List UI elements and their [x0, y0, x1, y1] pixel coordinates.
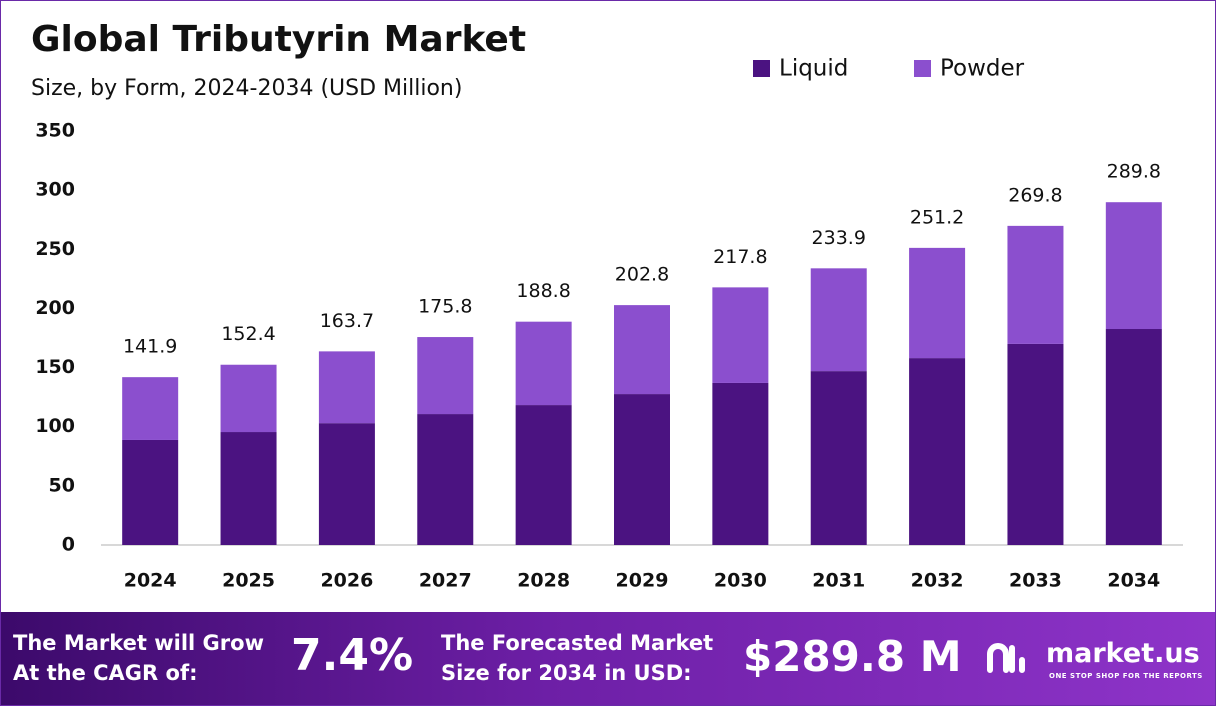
- total-label: 175.8: [418, 296, 472, 318]
- tagline: ONE STOP SHOP FOR THE REPORTS: [1049, 672, 1203, 680]
- total-label: 251.2: [910, 206, 964, 228]
- x-tick-label: 2034: [1107, 570, 1160, 592]
- total-label: 152.4: [221, 323, 275, 345]
- bar-segment: [712, 382, 769, 545]
- total-label: 269.8: [1008, 184, 1062, 206]
- forecast-value: $289.8 M: [743, 632, 962, 681]
- bar-segment: [909, 247, 966, 359]
- y-tick-label: 300: [35, 179, 75, 201]
- bar-segment: [810, 371, 867, 545]
- bar-segment: [1007, 343, 1064, 545]
- legend-label: Powder: [940, 56, 1025, 82]
- x-tick-label: 2031: [812, 570, 865, 592]
- bar-segment: [909, 358, 966, 545]
- total-label: 188.8: [516, 280, 570, 302]
- bar-segment: [810, 268, 867, 372]
- bar-segment: [417, 414, 474, 545]
- bar-segment: [614, 305, 670, 395]
- bar-segment: [122, 439, 179, 545]
- total-label: 289.8: [1107, 161, 1161, 183]
- y-tick-label: 100: [35, 415, 75, 437]
- cagr-text: The Market will Grow At the CAGR of:: [13, 631, 264, 685]
- bar-segment: [220, 432, 277, 545]
- bar-segment: [220, 364, 277, 433]
- x-tick-label: 2026: [320, 570, 373, 592]
- y-tick-label: 50: [49, 474, 75, 496]
- chart-title: Global Tributyrin Market: [31, 19, 526, 60]
- x-tick-label: 2032: [911, 570, 964, 592]
- bar-segment: [614, 394, 670, 545]
- bar-segment: [515, 321, 572, 406]
- y-tick-label: 350: [35, 120, 75, 142]
- x-tick-label: 2027: [419, 570, 472, 592]
- legend-label: Liquid: [779, 56, 848, 82]
- brand: market.us: [1046, 638, 1200, 669]
- bar-segment: [417, 337, 474, 415]
- bar-segment: [1105, 202, 1162, 330]
- total-label: 202.8: [615, 264, 669, 286]
- bar-segment: [1105, 329, 1162, 545]
- footer: The Market will Grow At the CAGR of: 7.4…: [1, 612, 1215, 705]
- cagr-value: 7.4%: [291, 630, 414, 681]
- bar-segment: [318, 351, 375, 424]
- y-tick-label: 200: [35, 297, 75, 319]
- bar-segment: [515, 405, 572, 545]
- bar-segment: [1007, 225, 1064, 344]
- x-tick-label: 2029: [616, 570, 669, 592]
- x-tick-label: 2024: [124, 570, 177, 592]
- total-label: 163.7: [320, 310, 374, 332]
- y-tick-label: 0: [62, 534, 75, 556]
- bar-segment: [318, 423, 375, 545]
- total-label: 233.9: [812, 227, 866, 249]
- bar-segment: [122, 377, 179, 440]
- chart: Global Tributyrin Market Size, by Form, …: [31, 19, 1183, 592]
- x-tick-label: 2030: [714, 570, 767, 592]
- x-tick-label: 2025: [222, 570, 275, 592]
- y-tick-label: 250: [35, 238, 75, 260]
- forecast-text: The Forecasted Market Size for 2034 in U…: [441, 631, 714, 685]
- x-tick-label: 2033: [1009, 570, 1062, 592]
- logo-icon: [987, 643, 1025, 673]
- x-tick-label: 2028: [517, 570, 570, 592]
- chart-subtitle: Size, by Form, 2024-2034 (USD Million): [31, 76, 462, 101]
- y-tick-label: 150: [35, 356, 75, 378]
- total-label: 141.9: [123, 336, 177, 358]
- total-label: 217.8: [713, 246, 767, 268]
- legend-swatch: [753, 60, 770, 77]
- legend-swatch: [914, 60, 931, 77]
- bar-segment: [712, 287, 769, 383]
